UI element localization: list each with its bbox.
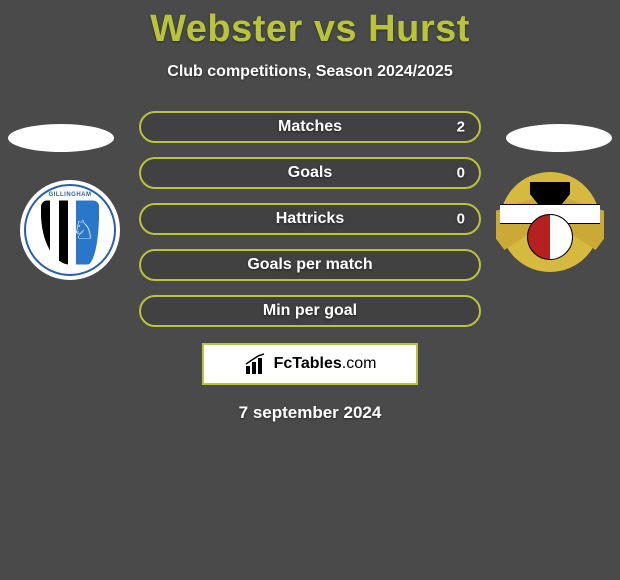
stat-row-goals-per-match: Goals per match	[139, 249, 481, 281]
stat-label: Goals per match	[247, 256, 372, 274]
stat-row-matches: Matches 2	[139, 111, 481, 143]
stat-label: Hattricks	[276, 210, 344, 228]
brand-suffix: .com	[342, 355, 377, 372]
bar-chart-icon	[244, 352, 268, 376]
club-badge-left: GILLINGHAM ♘	[20, 180, 120, 280]
club-badge-right	[500, 172, 600, 272]
date-text: 7 september 2024	[0, 403, 620, 423]
stat-value-right: 0	[457, 211, 465, 228]
season-subtitle: Club competitions, Season 2024/2025	[0, 63, 620, 81]
brand-logo-box: FcTables.com	[202, 343, 418, 385]
stat-label: Goals	[288, 164, 332, 182]
stat-value-right: 0	[457, 165, 465, 182]
player-head-left	[8, 124, 114, 152]
stat-label: Matches	[278, 118, 342, 136]
player-head-right	[506, 124, 612, 152]
stat-row-min-per-goal: Min per goal	[139, 295, 481, 327]
page-title: Webster vs Hurst	[0, 0, 620, 51]
stat-row-goals: Goals 0	[139, 157, 481, 189]
stats-container: Matches 2 Goals 0 Hattricks 0 Goals per …	[139, 111, 481, 327]
stat-value-right: 2	[457, 119, 465, 136]
brand-text: FcTables.com	[274, 355, 377, 373]
brand-name: FcTables	[274, 355, 342, 372]
stat-row-hattricks: Hattricks 0	[139, 203, 481, 235]
horse-icon: ♘	[72, 215, 95, 246]
badge-left-text: GILLINGHAM	[49, 192, 92, 198]
stat-label: Min per goal	[263, 302, 357, 320]
